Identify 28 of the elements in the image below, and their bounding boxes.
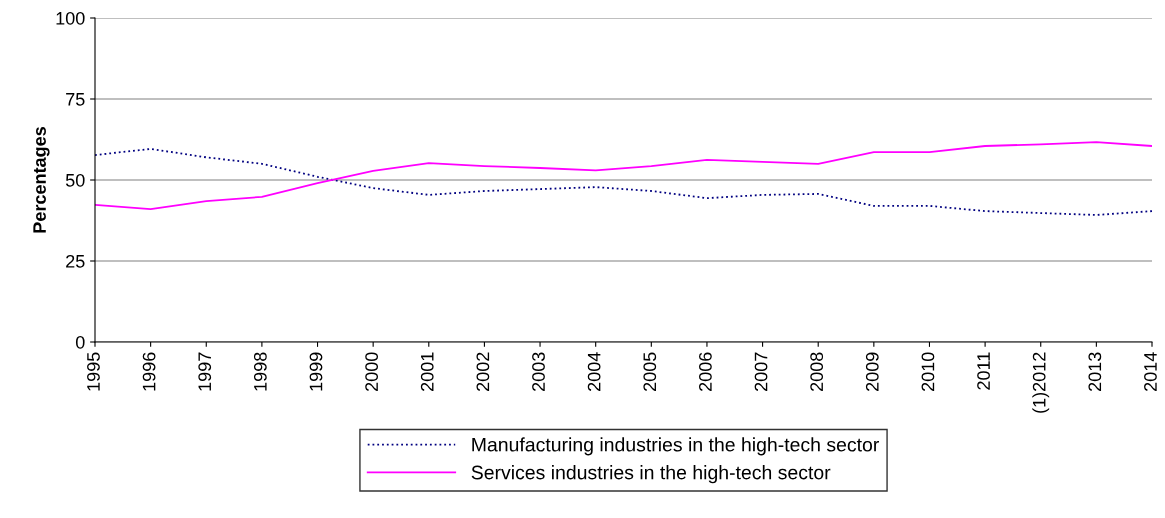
x-tick-label: 1995 xyxy=(87,352,100,391)
legend-label: Manufacturing industries in the high-tech sector xyxy=(472,437,879,456)
x-tick-label: 2010 xyxy=(921,352,935,391)
y-tick-label: 75 xyxy=(66,93,85,106)
x-tick-label: 2004 xyxy=(587,352,601,391)
x-tick-label: 2003 xyxy=(532,352,545,391)
x-tick-label: 2006 xyxy=(699,352,712,391)
x-tick-label: 2013 xyxy=(1088,352,1102,391)
x-tick-label: 2001 xyxy=(420,352,434,391)
x-tick-label: 1999 xyxy=(309,352,323,391)
y-tick-label: 100 xyxy=(56,11,85,25)
x-tick-label: 2007 xyxy=(754,352,768,391)
legend-label: Services industries in the high-tech sector xyxy=(471,465,831,484)
x-tick-label: 2014 xyxy=(1144,352,1157,391)
x-tick-label: 2011 xyxy=(977,352,990,390)
x-tick-label: 1997 xyxy=(198,352,212,391)
x-tick-label: 2009 xyxy=(865,352,879,391)
x-tick-label: 1996 xyxy=(142,352,156,391)
x-tick-label: 2008 xyxy=(810,352,824,391)
x-tick-label: 2000 xyxy=(365,352,378,391)
x-tick-label: (1)2012 xyxy=(1032,352,1050,413)
x-tick-label: 1998 xyxy=(253,352,267,391)
y-axis-title: Percentages xyxy=(33,127,50,233)
y-tick-label: 25 xyxy=(66,254,85,268)
x-tick-label: 2005 xyxy=(643,352,657,391)
y-tick-label: 50 xyxy=(65,173,85,187)
y-tick-label: 0 xyxy=(75,335,85,349)
x-tick-label: 2002 xyxy=(476,352,490,391)
